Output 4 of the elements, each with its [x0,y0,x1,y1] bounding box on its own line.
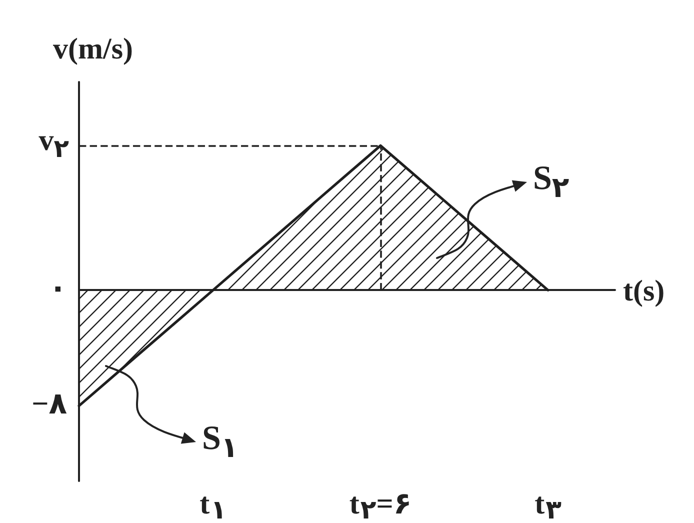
y-tick-label: −۸ [32,387,67,420]
y-axis-title: v(m/s) [53,32,133,66]
x-axis-title: t(s) [623,274,665,308]
y-tick-label: ۰ [48,272,67,305]
